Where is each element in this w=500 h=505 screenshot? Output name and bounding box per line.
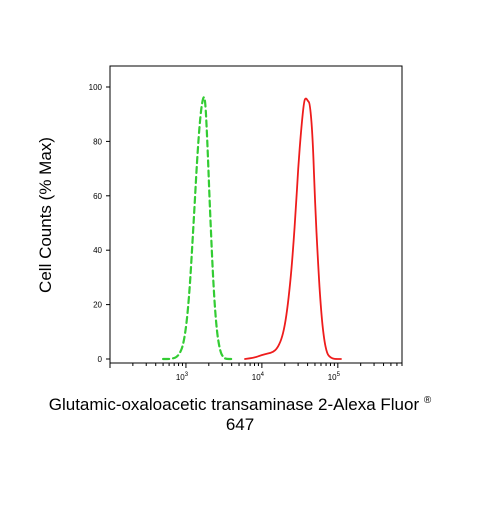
y-tick-label: 60 (93, 192, 102, 201)
plot-frame (109, 65, 403, 364)
x-tick-label: 103 (176, 372, 189, 382)
series-layer (162, 96, 342, 361)
x-axis-label: Glutamic-oxaloacetic transaminase 2-Alex… (49, 395, 432, 414)
x-axis-label-main: Glutamic-oxaloacetic transaminase 2-Alex… (49, 395, 420, 414)
x-axis-label-line2: 647 (226, 415, 254, 434)
y-tick-label: 100 (89, 83, 103, 92)
control-histogram-line (162, 96, 233, 361)
sample-histogram-line (244, 97, 342, 360)
x-axis-label-superscript: ® (424, 395, 432, 406)
y-axis-label: Cell Counts (% Max) (36, 137, 55, 293)
y-tick-label: 20 (93, 301, 102, 310)
x-tick-label: 105 (328, 372, 341, 382)
y-tick-label: 40 (93, 246, 102, 255)
y-axis-ticks: 0 20 40 60 80 100 (89, 83, 110, 364)
x-axis-ticks: 103 104 105 (109, 363, 403, 382)
y-tick-label: 0 (98, 355, 103, 364)
x-tick-label: 104 (252, 372, 265, 382)
y-tick-label: 80 (93, 137, 102, 146)
